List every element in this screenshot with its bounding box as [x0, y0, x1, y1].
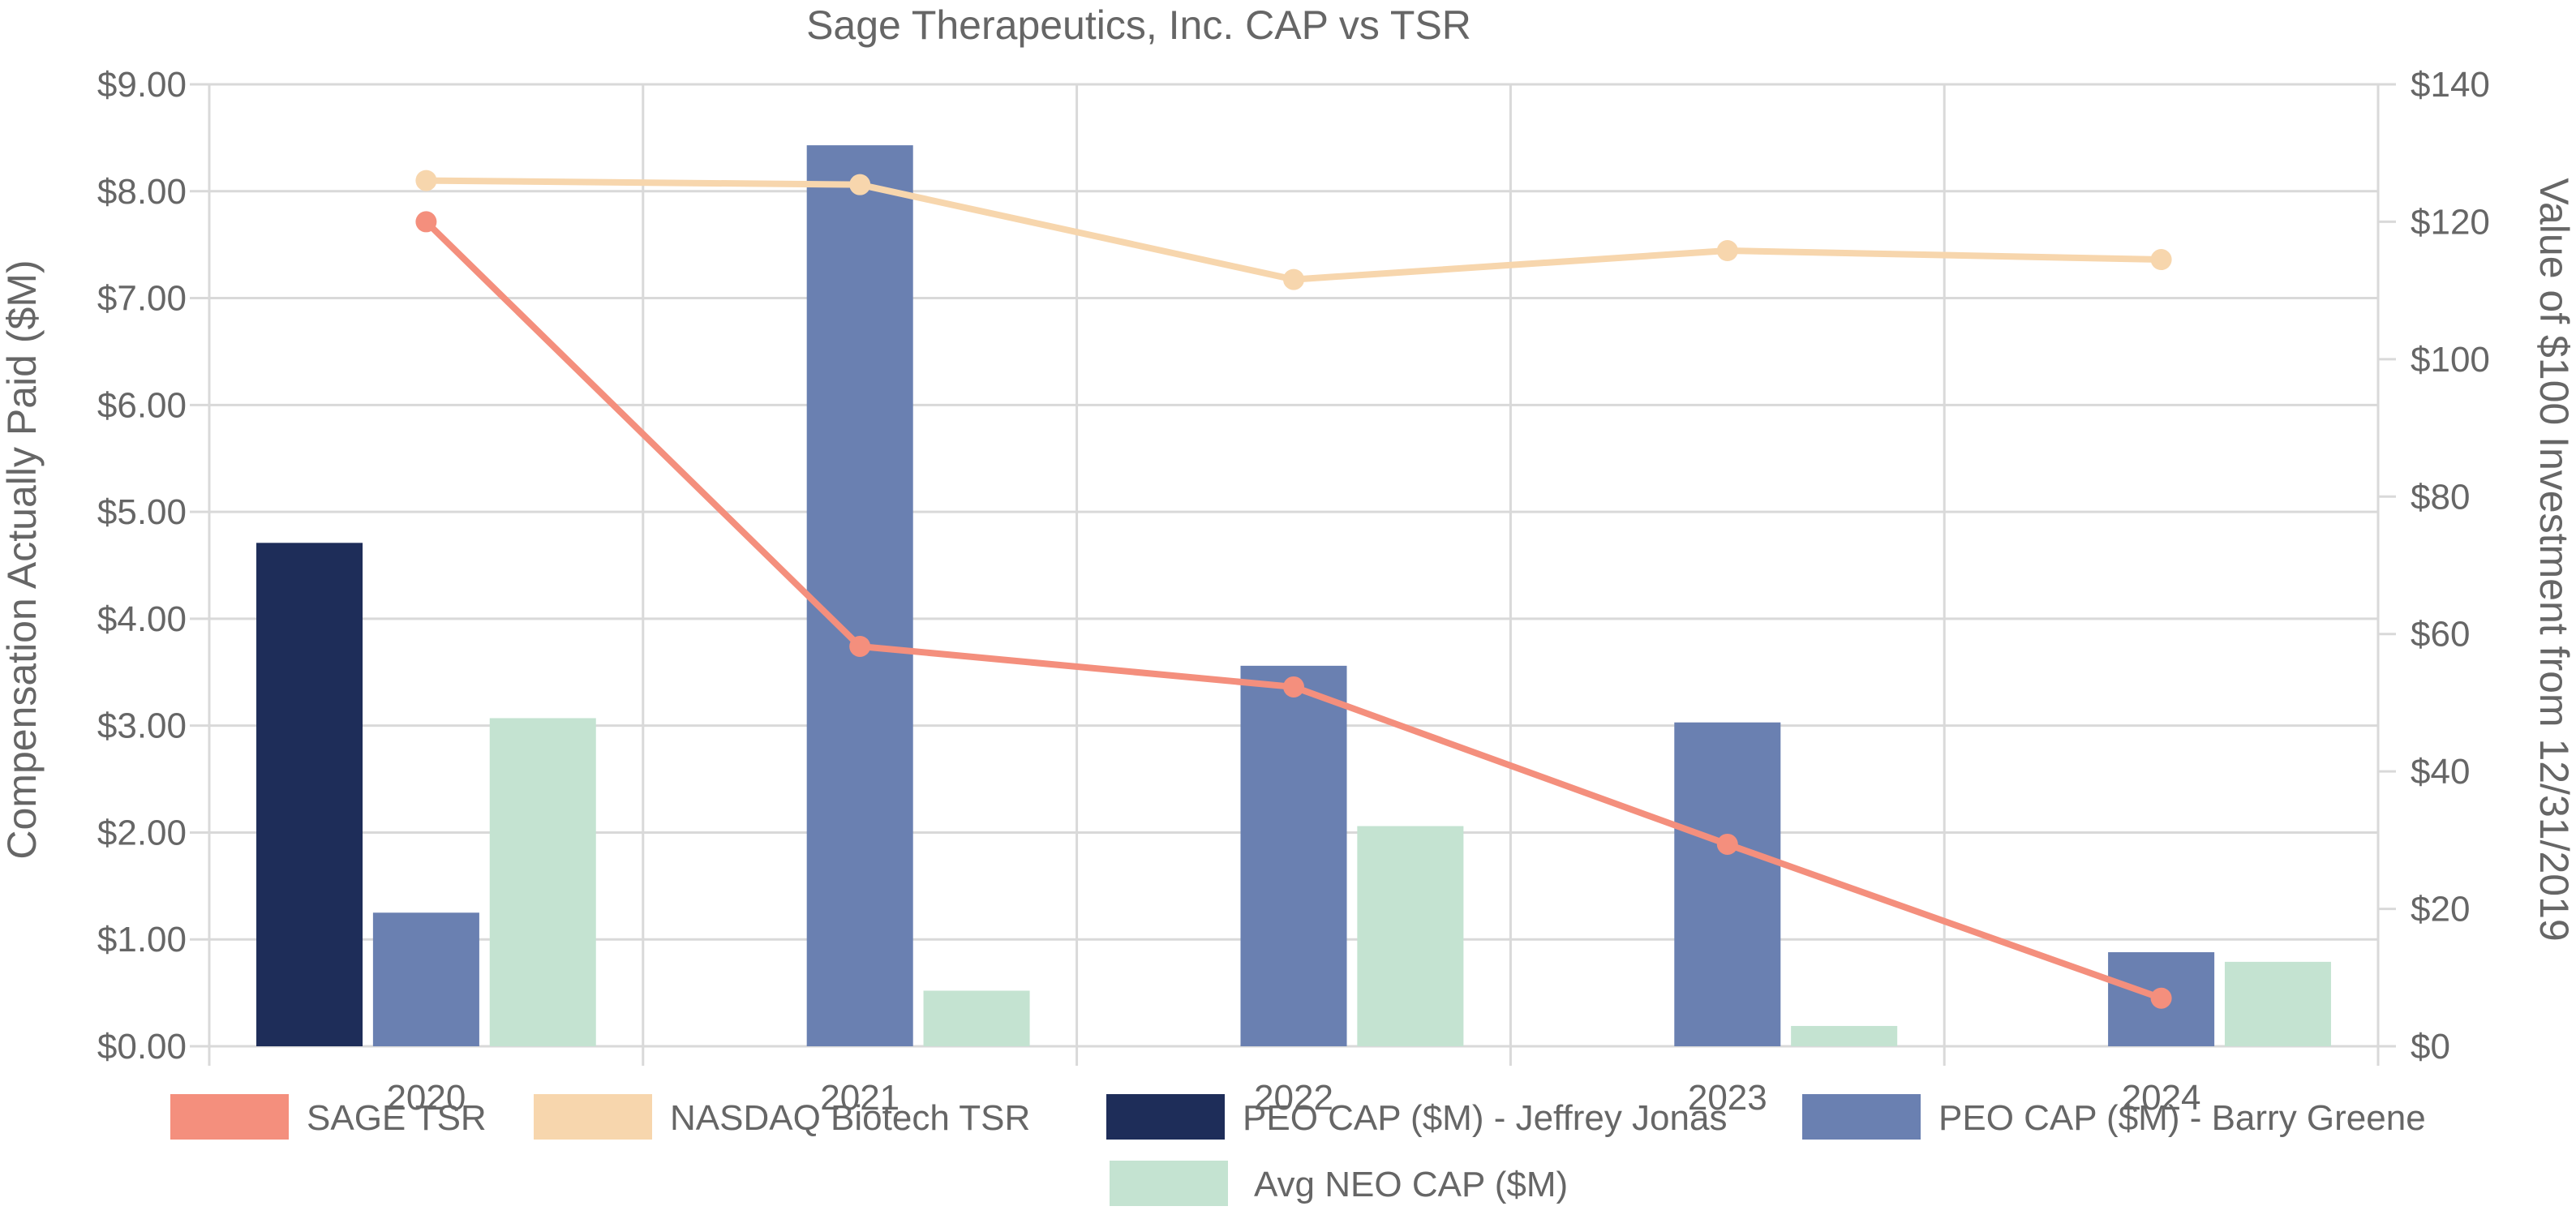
y-tick-label: $1.00 — [97, 920, 187, 959]
y2-tick-label: $20 — [2411, 890, 2470, 929]
y-tick-label: $7.00 — [97, 279, 187, 319]
line-point — [849, 635, 871, 657]
bar-3 — [923, 990, 1030, 1046]
legend-label: SAGE TSR — [307, 1098, 487, 1138]
bar-3 — [1357, 826, 1464, 1046]
legend: SAGE TSR NASDAQ Biotech TSR PEO CAP ($M) -… — [170, 1094, 2426, 1206]
bar-2 — [372, 912, 479, 1046]
line-series-2 — [426, 177, 2162, 283]
bar-2 — [806, 145, 913, 1047]
y2-tick-label: $140 — [2411, 65, 2490, 105]
y2-tick-label: $0 — [2411, 1027, 2450, 1067]
legend-label: Avg NEO CAP ($M) — [1254, 1165, 1568, 1204]
y2-tick-label: $80 — [2411, 477, 2470, 517]
line-point — [1283, 676, 1304, 698]
x-tick-label: 2020 — [386, 1078, 466, 1118]
line-point — [415, 211, 437, 233]
y-tick-label: $6.00 — [97, 385, 187, 425]
line-point — [1716, 833, 1738, 855]
legend-swatch — [170, 1094, 289, 1140]
line-point — [1283, 268, 1304, 290]
x-tick-label: 2022 — [1254, 1078, 1333, 1118]
legend-swatch — [1106, 1094, 1225, 1140]
legend-label: NASDAQ Biotech TSR — [670, 1098, 1030, 1138]
y-axis-title: Compensation Actually Paid ($M) — [0, 260, 45, 859]
y-tick-label: $2.00 — [97, 813, 187, 852]
line-point — [1716, 240, 1738, 262]
y2-tick-label: $120 — [2411, 202, 2490, 242]
x-tick-label: 2024 — [2122, 1078, 2201, 1118]
bar-3 — [489, 718, 596, 1046]
x-tick-label: 2023 — [1688, 1078, 1767, 1118]
y-tick-label: $9.00 — [97, 65, 187, 105]
bar-3 — [1791, 1025, 1898, 1046]
line-point — [415, 170, 437, 191]
y-tick-label: $5.00 — [97, 492, 187, 532]
y2-axis-title: Value of $100 Investment from 12/31/2019 — [2531, 178, 2576, 941]
bar-3 — [2224, 961, 2331, 1046]
chart-title: Sage Therapeutics, Inc. CAP vs TSR — [806, 2, 1471, 48]
bar-2 — [1674, 722, 1781, 1046]
y-tick-label: $0.00 — [97, 1027, 187, 1067]
y2-tick-label: $40 — [2411, 752, 2470, 792]
y2-tick-label: $100 — [2411, 340, 2490, 380]
bar-2 — [1240, 665, 1347, 1046]
y-tick-label: $8.00 — [97, 172, 187, 212]
y2-tick-label: $60 — [2411, 615, 2470, 655]
line-point — [849, 174, 871, 195]
legend-swatch — [534, 1094, 652, 1140]
bars — [256, 145, 2331, 1047]
lines — [415, 170, 2172, 1009]
y-tick-label: $4.00 — [97, 599, 187, 639]
legend-swatch — [1110, 1161, 1228, 1206]
legend-label: PEO CAP ($M) - Barry Greene — [1938, 1098, 2426, 1138]
bar-1 — [256, 543, 363, 1046]
y-tick-label: $3.00 — [97, 706, 187, 746]
x-tick-label: 2021 — [820, 1078, 899, 1118]
legend-swatch — [1802, 1094, 1921, 1140]
line-point — [2150, 987, 2172, 1009]
line-point — [2150, 249, 2172, 271]
axes: $0.00 $1.00 $2.00 $3.00 $4.00 $5.00 $6.00 $7.00… — [97, 65, 2490, 1118]
legend-label: PEO CAP ($M) - Jeffrey Jonas — [1243, 1098, 1727, 1138]
